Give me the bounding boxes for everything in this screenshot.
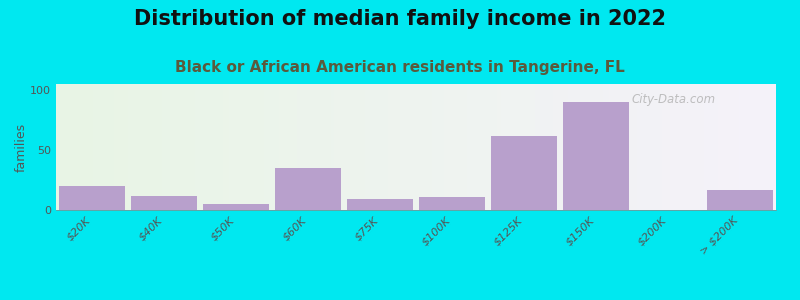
Bar — [419, 197, 485, 210]
Text: City-Data.com: City-Data.com — [632, 93, 716, 106]
Y-axis label: families: families — [14, 122, 27, 172]
Text: Distribution of median family income in 2022: Distribution of median family income in … — [134, 9, 666, 29]
Bar — [131, 196, 197, 210]
Text: Black or African American residents in Tangerine, FL: Black or African American residents in T… — [175, 60, 625, 75]
Bar — [275, 168, 341, 210]
Bar — [707, 190, 773, 210]
Bar — [59, 186, 125, 210]
Bar — [563, 102, 629, 210]
Bar — [491, 136, 557, 210]
Bar — [203, 204, 269, 210]
Bar — [347, 199, 413, 210]
